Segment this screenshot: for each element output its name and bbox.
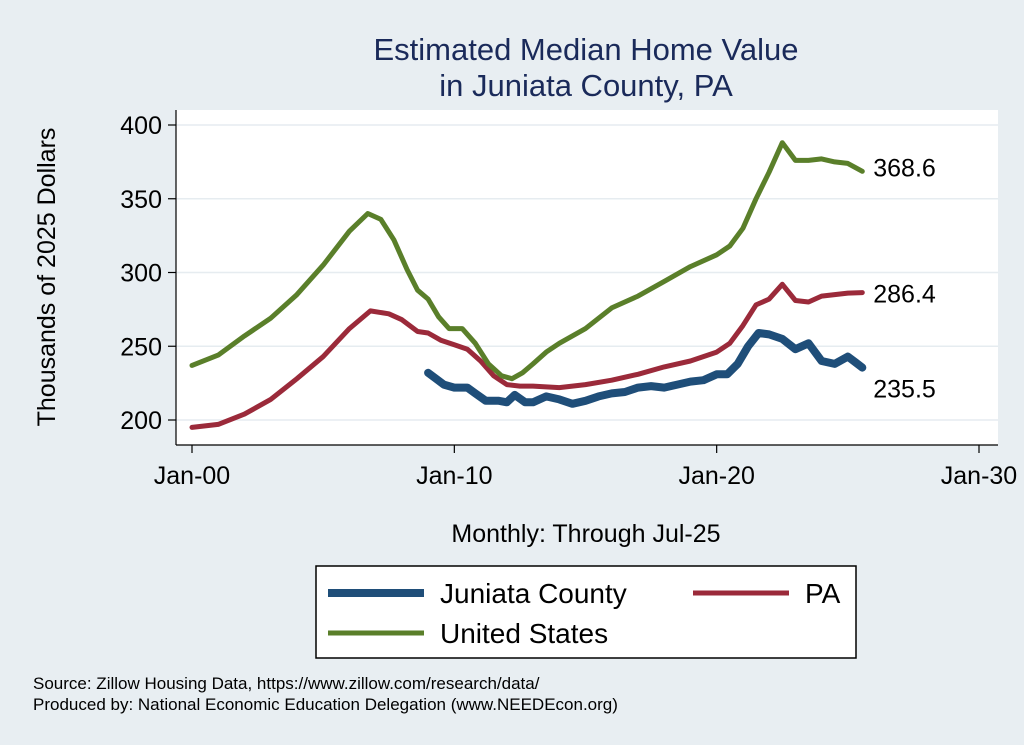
end-value-label: 368.6	[873, 154, 936, 182]
x-axis-title: Monthly: Through Jul-25	[451, 520, 720, 548]
chart-title-line-2: in Juniata County, PA	[439, 68, 733, 103]
y-tick-label: 400	[120, 112, 162, 140]
series-line-pa	[189, 281, 865, 430]
y-tick-label: 250	[120, 333, 162, 361]
legend-label: Juniata County	[440, 578, 627, 609]
source-note: Source: Zillow Housing Data, https://www…	[33, 674, 540, 693]
y-tick-label: 300	[120, 260, 162, 288]
producer-note: Produced by: National Economic Education…	[33, 695, 618, 714]
end-value-label: 286.4	[873, 281, 936, 309]
x-tick-label: Jan-00	[154, 462, 230, 490]
y-tick-label: 350	[120, 186, 162, 214]
x-tick-label: Jan-10	[416, 462, 492, 490]
chart-title-line-1: Estimated Median Home Value	[373, 32, 798, 67]
legend-label: PA	[805, 578, 841, 609]
series-lines	[189, 140, 867, 430]
y-axis-title: Thousands of 2025 Dollars	[33, 128, 61, 427]
series-line-united-states	[189, 140, 865, 382]
series-line-juniata-county	[424, 329, 867, 408]
x-tick-label: Jan-30	[941, 462, 1017, 490]
grid-lines	[176, 124, 998, 421]
end-value-label: 235.5	[873, 376, 936, 404]
legend-box	[315, 565, 857, 659]
y-tick-label: 200	[120, 407, 162, 435]
end-labels: 235.5 286.4 368.6	[873, 154, 936, 403]
legend-label: United States	[440, 618, 608, 649]
legend-items: Juniata County PA United States	[328, 578, 841, 649]
x-tick-label: Jan-20	[678, 462, 754, 490]
axes: 200 250 300 350 400 Jan-00 Jan-10 Jan-20 Jan-30	[120, 110, 1017, 490]
legend: Juniata County PA United States	[315, 565, 857, 659]
